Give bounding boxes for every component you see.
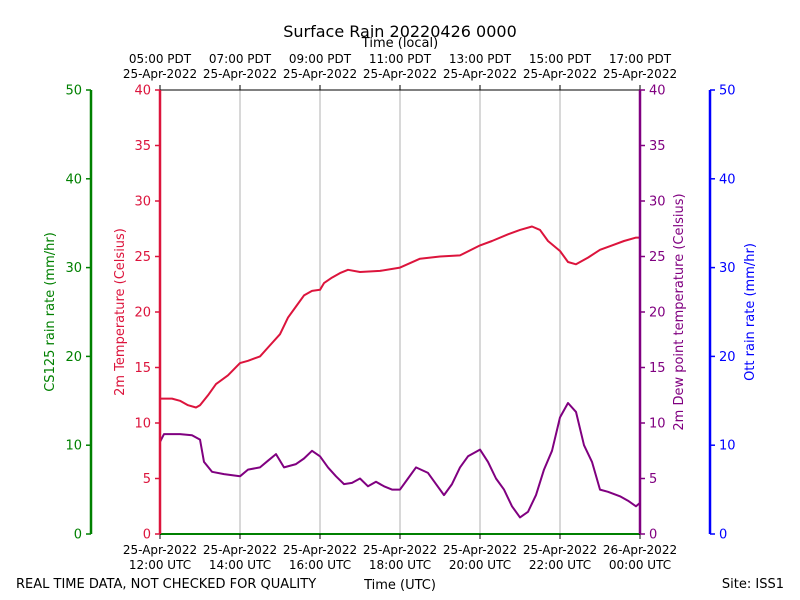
x-tick-label: 25-Apr-2022: [123, 543, 197, 557]
temp-tick-label: 35: [134, 139, 151, 154]
dew-tick-label: 5: [649, 472, 657, 487]
top-tick-label: 09:00 PDT: [289, 52, 352, 66]
x-tick-label: 25-Apr-2022: [443, 543, 517, 557]
x-tick-label: 25-Apr-2022: [283, 543, 357, 557]
top-tick-label: 25-Apr-2022: [123, 67, 197, 81]
dew-series-line: [159, 402, 641, 519]
dew-axis-label: 2m Dew point temperature (Celsius): [672, 193, 687, 430]
top-tick-label: 25-Apr-2022: [603, 67, 677, 81]
temp-axis-label: 2m Temperature (Celsius): [113, 228, 128, 396]
top-tick-label: 05:00 PDT: [129, 52, 192, 66]
footer-quality-note: REAL TIME DATA, NOT CHECKED FOR QUALITY: [16, 577, 316, 592]
temp-tick-label: 10: [134, 417, 151, 432]
ott-axis-label: Ott rain rate (mm/hr): [743, 243, 758, 381]
x-tick-label: 20:00 UTC: [449, 558, 511, 572]
dew-tick-label: 20: [649, 306, 666, 321]
ott-tick-label: 20: [719, 350, 736, 365]
ott-tick-label: 30: [719, 261, 736, 276]
cs125-tick-label: 50: [65, 84, 82, 99]
dew-tick-label: 25: [649, 250, 666, 265]
ott-tick-label: 10: [719, 439, 736, 454]
temp-tick-label: 40: [134, 84, 151, 99]
series-group: [159, 225, 641, 519]
x-tick-label: 25-Apr-2022: [363, 543, 437, 557]
top-tick-label: 15:00 PDT: [529, 52, 592, 66]
x-tick-label: 14:00 UTC: [209, 558, 271, 572]
footer-site: Site: ISS1: [722, 577, 784, 592]
grid-lines: [239, 90, 561, 534]
cs125-tick-label: 10: [65, 439, 82, 454]
ott-tick-label: 0: [719, 528, 727, 543]
x-tick-label: 18:00 UTC: [369, 558, 431, 572]
dew-tick-label: 10: [649, 417, 666, 432]
temp-tick-label: 5: [143, 472, 151, 487]
cs125-axis-label: CS125 rain rate (mm/hr): [43, 232, 58, 392]
cs125-tick-label: 20: [65, 350, 82, 365]
x-axis-label: Time (UTC): [363, 578, 436, 593]
temp-tick-label: 25: [134, 250, 151, 265]
ott-tick-label: 50: [719, 84, 736, 99]
x-tick-label: 26-Apr-2022: [603, 543, 677, 557]
dew-tick-label: 40: [649, 84, 666, 99]
top-tick-label: 25-Apr-2022: [363, 67, 437, 81]
top-tick-label: 25-Apr-2022: [443, 67, 517, 81]
temp-tick-label: 15: [134, 361, 151, 376]
temp-series-line: [160, 225, 640, 409]
x-tick-label: 12:00 UTC: [129, 558, 191, 572]
cs125-tick-label: 0: [74, 528, 82, 543]
x-tick-label: 16:00 UTC: [289, 558, 351, 572]
dew-tick-label: 15: [649, 361, 666, 376]
temp-tick-label: 30: [134, 195, 151, 210]
x-tick-label: 25-Apr-2022: [203, 543, 277, 557]
temp-tick-label: 20: [134, 306, 151, 321]
x-tick-label: 00:00 UTC: [609, 558, 671, 572]
top-tick-label: 07:00 PDT: [209, 52, 272, 66]
cs125-tick-label: 30: [65, 261, 82, 276]
x-tick-label: 25-Apr-2022: [523, 543, 597, 557]
dew-tick-label: 30: [649, 195, 666, 210]
cs125-tick-label: 40: [65, 172, 82, 187]
top-tick-label: 25-Apr-2022: [203, 67, 277, 81]
top-tick-label: 25-Apr-2022: [283, 67, 357, 81]
top-tick-label: 13:00 PDT: [449, 52, 512, 66]
top-tick-label: 25-Apr-2022: [523, 67, 597, 81]
temp-tick-label: 0: [143, 528, 151, 543]
dew-tick-label: 0: [649, 528, 657, 543]
chart-title: Surface Rain 20220426 0000: [283, 22, 517, 41]
ott-tick-label: 40: [719, 172, 736, 187]
top-tick-label: 17:00 PDT: [609, 52, 672, 66]
top-tick-label: 11:00 PDT: [369, 52, 432, 66]
top-axis-label: Time (local): [361, 36, 438, 51]
x-tick-label: 22:00 UTC: [529, 558, 591, 572]
dew-tick-label: 35: [649, 139, 666, 154]
